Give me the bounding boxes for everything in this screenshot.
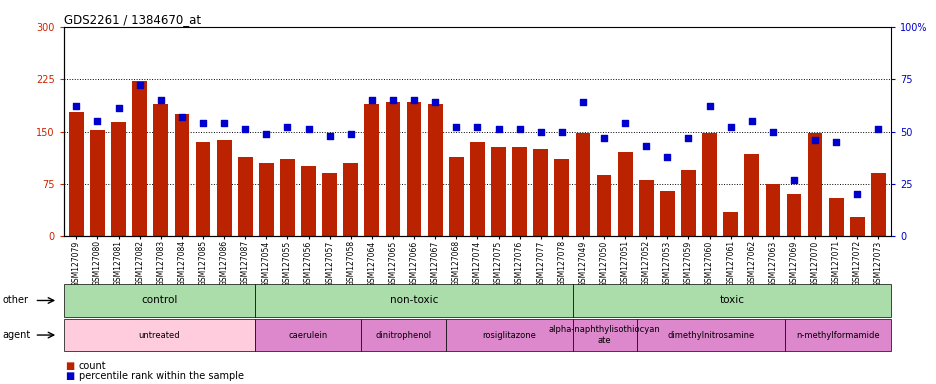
Bar — [554, 159, 568, 236]
Bar — [596, 175, 611, 236]
Bar — [300, 166, 315, 236]
Point — [743, 118, 758, 124]
Text: dimethylnitrosamine: dimethylnitrosamine — [666, 331, 753, 339]
Point — [827, 139, 842, 145]
Bar — [69, 112, 83, 236]
Point — [90, 118, 105, 124]
Point — [807, 137, 822, 143]
Text: n-methylformamide: n-methylformamide — [796, 331, 879, 339]
Bar — [849, 217, 864, 236]
Bar — [638, 180, 653, 236]
Point — [196, 120, 211, 126]
Text: GDS2261 / 1384670_at: GDS2261 / 1384670_at — [64, 13, 200, 26]
Point — [554, 128, 569, 135]
Bar — [512, 147, 526, 236]
Point — [617, 120, 632, 126]
Bar — [90, 130, 105, 236]
Text: control: control — [140, 295, 177, 306]
Bar — [406, 102, 421, 236]
Text: percentile rank within the sample: percentile rank within the sample — [79, 371, 243, 381]
Point — [701, 103, 716, 109]
Bar — [174, 114, 189, 236]
Point — [132, 83, 147, 89]
Point — [385, 97, 400, 103]
Bar — [765, 184, 780, 236]
Text: toxic: toxic — [719, 295, 744, 306]
Text: caerulein: caerulein — [287, 331, 327, 339]
Point — [364, 97, 379, 103]
Point — [258, 131, 273, 137]
Bar — [343, 163, 358, 236]
Text: rosiglitazone: rosiglitazone — [482, 331, 535, 339]
Bar — [154, 104, 168, 236]
Bar — [723, 212, 738, 236]
Point — [238, 126, 253, 132]
Point — [406, 97, 421, 103]
Bar — [617, 152, 632, 236]
Bar — [258, 163, 273, 236]
Bar — [490, 147, 505, 236]
Bar — [828, 198, 842, 236]
Point — [216, 120, 231, 126]
Point — [870, 126, 885, 132]
Point — [448, 124, 463, 131]
Bar — [196, 142, 211, 236]
Point — [680, 135, 695, 141]
Point — [154, 97, 168, 103]
Point — [174, 114, 189, 120]
Point — [69, 103, 84, 109]
Point — [322, 132, 337, 139]
Point — [596, 135, 611, 141]
Bar — [322, 174, 337, 236]
Point — [512, 126, 527, 132]
Bar — [132, 81, 147, 236]
Bar — [533, 149, 548, 236]
Bar — [238, 157, 253, 236]
Bar — [575, 133, 590, 236]
Point — [427, 99, 442, 105]
Bar — [216, 140, 231, 236]
Text: other: other — [3, 295, 29, 306]
Bar — [743, 154, 758, 236]
Bar — [870, 174, 885, 236]
Bar — [680, 170, 695, 236]
Bar — [701, 133, 716, 236]
Point — [723, 124, 738, 131]
Point — [280, 124, 295, 131]
Bar — [470, 142, 484, 236]
Point — [343, 131, 358, 137]
Text: dinitrophenol: dinitrophenol — [374, 331, 431, 339]
Text: ■: ■ — [66, 361, 75, 371]
Text: ■: ■ — [66, 371, 75, 381]
Point — [638, 143, 653, 149]
Point — [533, 128, 548, 135]
Bar — [280, 159, 295, 236]
Bar — [659, 191, 674, 236]
Text: agent: agent — [3, 330, 31, 340]
Point — [765, 128, 780, 135]
Text: untreated: untreated — [139, 331, 180, 339]
Text: non-toxic: non-toxic — [389, 295, 437, 306]
Bar — [428, 104, 442, 236]
Bar — [386, 102, 400, 236]
Bar — [807, 133, 822, 236]
Text: count: count — [79, 361, 106, 371]
Point — [300, 126, 315, 132]
Point — [575, 99, 590, 105]
Bar — [111, 122, 125, 236]
Point — [111, 106, 126, 112]
Bar — [448, 157, 463, 236]
Bar — [364, 104, 379, 236]
Point — [490, 126, 505, 132]
Point — [659, 154, 674, 160]
Point — [849, 191, 864, 197]
Bar — [785, 194, 800, 236]
Point — [785, 177, 800, 183]
Text: alpha-naphthylisothiocyan
ate: alpha-naphthylisothiocyan ate — [548, 325, 660, 345]
Point — [469, 124, 484, 131]
